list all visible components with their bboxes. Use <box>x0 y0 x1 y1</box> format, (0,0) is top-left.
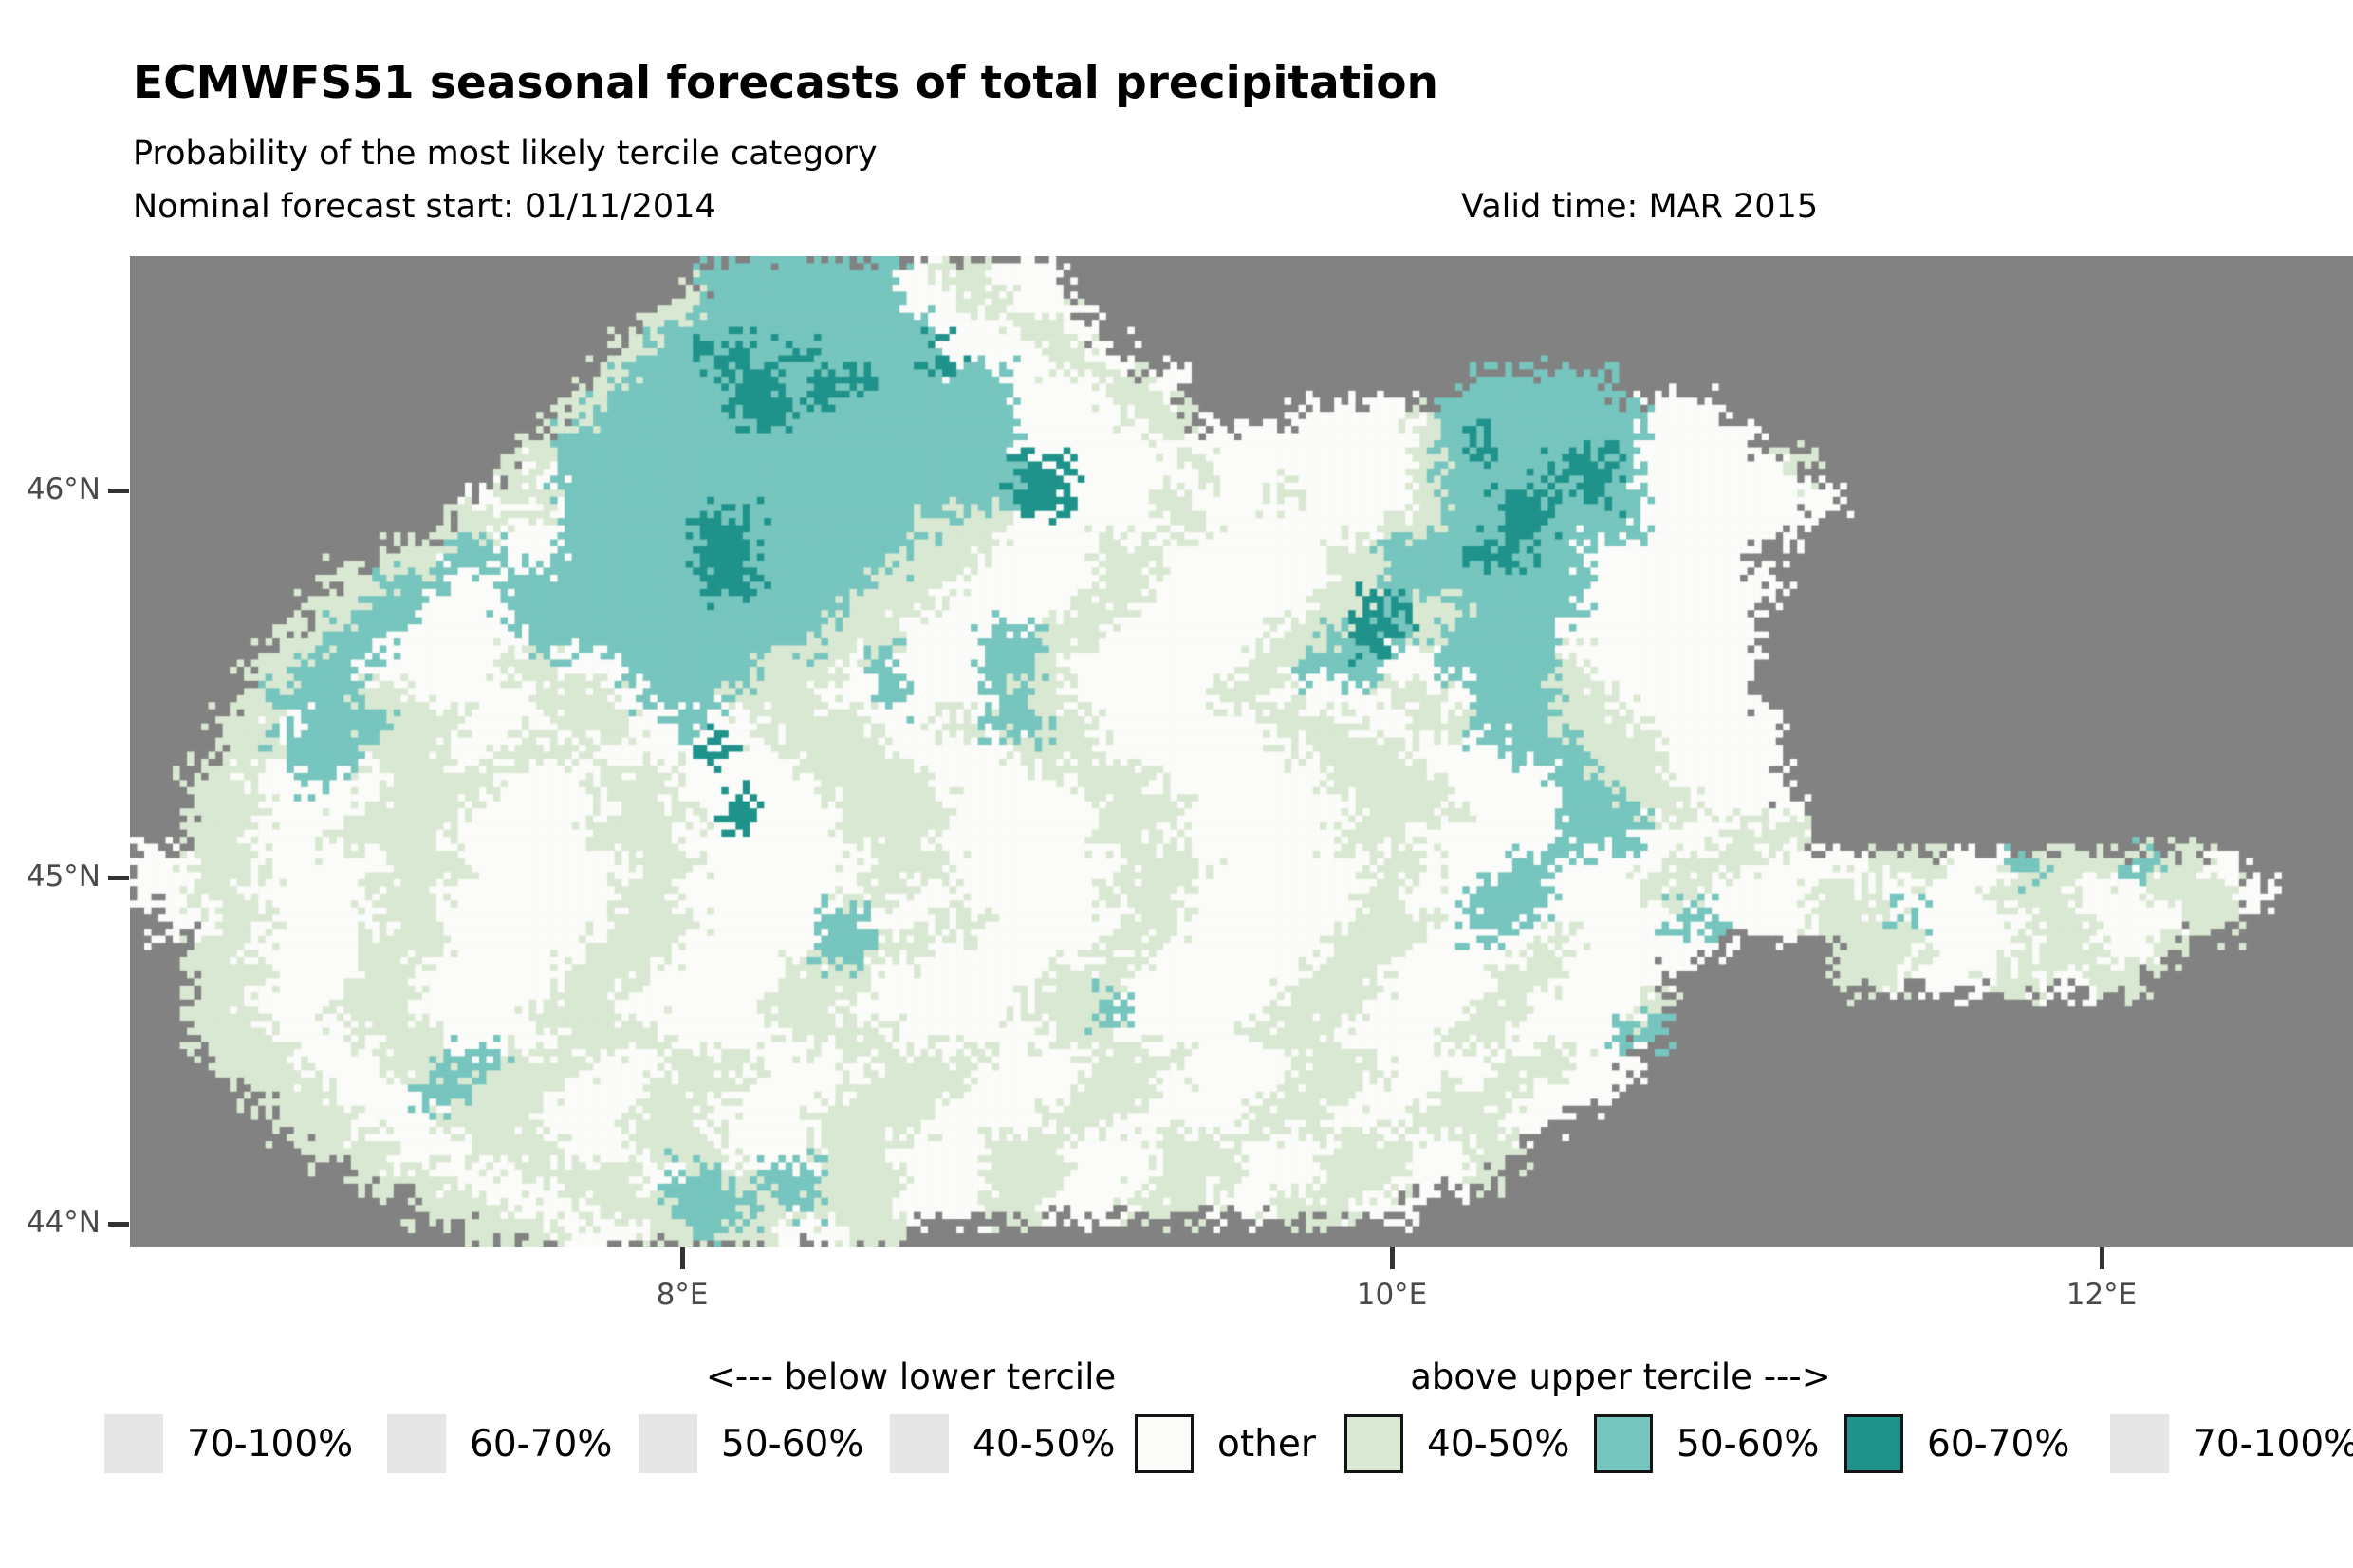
legend-label: 60-70% <box>1927 1422 2070 1466</box>
legend-label: 40-50% <box>1427 1422 1570 1466</box>
y-tick-mark <box>108 489 129 493</box>
plot-subtitle: Probability of the most likely tercile c… <box>133 135 878 173</box>
valid-time-label: Valid time: MAR 2015 <box>1461 188 1819 226</box>
y-tick-label: 46°N <box>26 472 101 507</box>
y-tick-label: 45°N <box>26 859 101 894</box>
legend-swatch <box>639 1414 697 1473</box>
legend-label: 60-70% <box>470 1422 613 1466</box>
legend-swatch <box>1344 1414 1403 1473</box>
legend-item: 70-100% <box>2110 1413 2353 1474</box>
legend-item: other <box>1135 1413 1316 1474</box>
legend-swatch <box>890 1414 949 1473</box>
legend-item: 50-60% <box>1594 1413 1819 1474</box>
y-tick-label: 44°N <box>26 1206 101 1240</box>
legend-label: 50-60% <box>721 1422 864 1466</box>
legend-swatch <box>387 1414 446 1473</box>
legend-swatch <box>1135 1414 1194 1473</box>
legend-item: 70-100% <box>104 1413 353 1474</box>
legend-swatch <box>2110 1414 2169 1473</box>
legend-item: 60-70% <box>1844 1413 2069 1474</box>
plot-title: ECMWFS51 seasonal forecasts of total pre… <box>133 57 1439 109</box>
legend-item: 60-70% <box>387 1413 612 1474</box>
legend-header-below-tercile: <--- below lower tercile <box>705 1356 1117 1397</box>
x-tick-mark <box>2100 1247 2104 1269</box>
y-tick-mark <box>108 1222 129 1227</box>
legend-swatch <box>1844 1414 1903 1473</box>
legend-swatch <box>104 1414 163 1473</box>
legend-label: other <box>1217 1422 1316 1466</box>
x-tick-label: 12°E <box>2066 1278 2138 1312</box>
forecast-start-label: Nominal forecast start: 01/11/2014 <box>133 188 716 226</box>
legend-label: 70-100% <box>2193 1422 2353 1466</box>
x-tick-label: 8°E <box>656 1278 709 1312</box>
y-tick-mark <box>108 876 129 880</box>
legend-item: 40-50% <box>1344 1413 1569 1474</box>
map-canvas <box>130 256 2353 1247</box>
legend-label: 50-60% <box>1677 1422 1820 1466</box>
map-panel <box>130 256 2353 1247</box>
legend-item: 40-50% <box>890 1413 1115 1474</box>
legend-label: 70-100% <box>187 1422 354 1466</box>
legend-item: 50-60% <box>639 1413 863 1474</box>
legend-label: 40-50% <box>973 1422 1116 1466</box>
legend-swatch <box>1594 1414 1653 1473</box>
x-tick-label: 10°E <box>1356 1278 1428 1312</box>
x-tick-mark <box>1390 1247 1395 1269</box>
x-tick-mark <box>680 1247 685 1269</box>
legend-header-above-tercile: above upper tercile ---> <box>1410 1356 1831 1397</box>
